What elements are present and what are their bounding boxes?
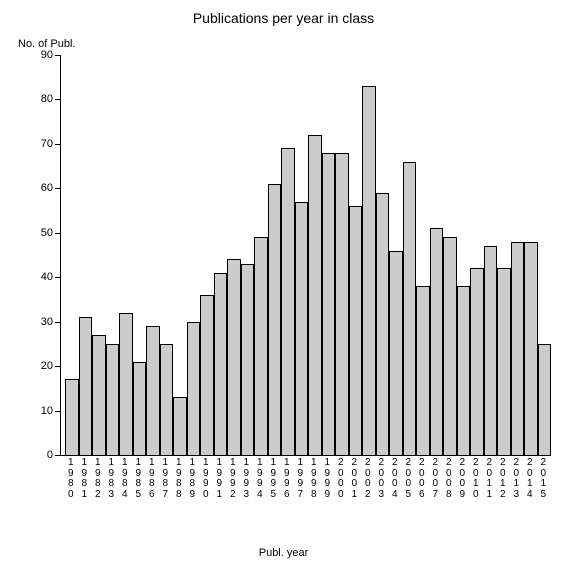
x-tick-label: 1988 [172,458,186,500]
y-tick [55,411,61,412]
x-tick-label: 1995 [267,458,281,500]
bar [484,246,498,455]
x-tick-label: 1996 [280,458,294,500]
y-tick-label: 20 [41,360,53,372]
bar [65,379,79,455]
y-tick-label: 30 [41,316,53,328]
bars-group [61,55,551,455]
bar [430,228,444,455]
bar [322,153,336,455]
bar [200,295,214,455]
y-tick [55,322,61,323]
y-tick-label: 50 [41,227,53,239]
bar [79,317,93,455]
bar [470,268,484,455]
x-tick-label: 1986 [145,458,159,500]
y-tick-label: 10 [41,405,53,417]
bar [457,286,471,455]
x-tick-label: 2002 [361,458,375,500]
x-tick-label: 2014 [523,458,537,500]
y-tick-label: 0 [47,449,53,461]
x-tick-label: 1990 [199,458,213,500]
y-tick [55,277,61,278]
chart-container: Publications per year in class No. of Pu… [0,0,567,567]
x-tick-label: 1982 [91,458,105,500]
plot-area: 0102030405060708090 [60,55,551,456]
bar [92,335,106,455]
x-tick-label: 1992 [226,458,240,500]
x-tick-label: 2007 [429,458,443,500]
y-tick-label: 70 [41,138,53,150]
x-tick-label: 1993 [240,458,254,500]
bar [106,344,120,455]
bar [119,313,133,455]
bar [524,242,538,455]
x-tick-label: 1981 [78,458,92,500]
x-tick-label: 2010 [469,458,483,500]
y-tick [55,144,61,145]
bar [173,397,187,455]
y-tick [55,188,61,189]
bar [403,162,417,455]
x-tick-label: 1983 [105,458,119,500]
bar [187,322,201,455]
bar [497,268,511,455]
x-tick-label: 2000 [334,458,348,500]
bar [538,344,552,455]
x-tick-label: 2001 [348,458,362,500]
x-tick-label: 2008 [442,458,456,500]
bar [241,264,255,455]
x-tick-label: 2015 [537,458,551,500]
x-tick-label: 2013 [510,458,524,500]
x-tick-label: 2009 [456,458,470,500]
x-tick-labels: 1980198119821983198419851986198719881989… [60,458,550,500]
x-tick-label: 2003 [375,458,389,500]
bar [146,326,160,455]
x-tick-label: 1994 [253,458,267,500]
bar [214,273,228,455]
bar [295,202,309,455]
x-tick-label: 2005 [402,458,416,500]
bar [416,286,430,455]
x-tick-label: 2012 [496,458,510,500]
y-tick-label: 80 [41,93,53,105]
y-tick [55,99,61,100]
x-tick-label: 2006 [415,458,429,500]
bar [227,259,241,455]
bar [268,184,282,455]
bar [443,237,457,455]
bar [133,362,147,455]
bar [362,86,376,455]
bar [376,193,390,455]
x-tick-label: 1987 [159,458,173,500]
bar [335,153,349,455]
bar [308,135,322,455]
bar [349,206,363,455]
y-tick [55,55,61,56]
bar [281,148,295,455]
y-tick-label: 60 [41,182,53,194]
chart-title: Publications per year in class [0,10,567,26]
x-tick-label: 1997 [294,458,308,500]
y-tick [55,455,61,456]
bar [254,237,268,455]
x-tick-label: 1984 [118,458,132,500]
x-tick-label: 1998 [307,458,321,500]
x-tick-label: 2011 [483,458,497,500]
x-tick-label: 2004 [388,458,402,500]
y-tick-label: 40 [41,271,53,283]
x-tick-label: 1991 [213,458,227,500]
bar [160,344,174,455]
x-tick-label: 1989 [186,458,200,500]
x-axis-label: Publ. year [0,547,567,559]
x-tick-label: 1980 [64,458,78,500]
x-tick-label: 1999 [321,458,335,500]
y-tick [55,366,61,367]
bar [511,242,525,455]
y-tick-label: 90 [41,49,53,61]
bar [389,251,403,455]
y-tick [55,233,61,234]
x-tick-label: 1985 [132,458,146,500]
